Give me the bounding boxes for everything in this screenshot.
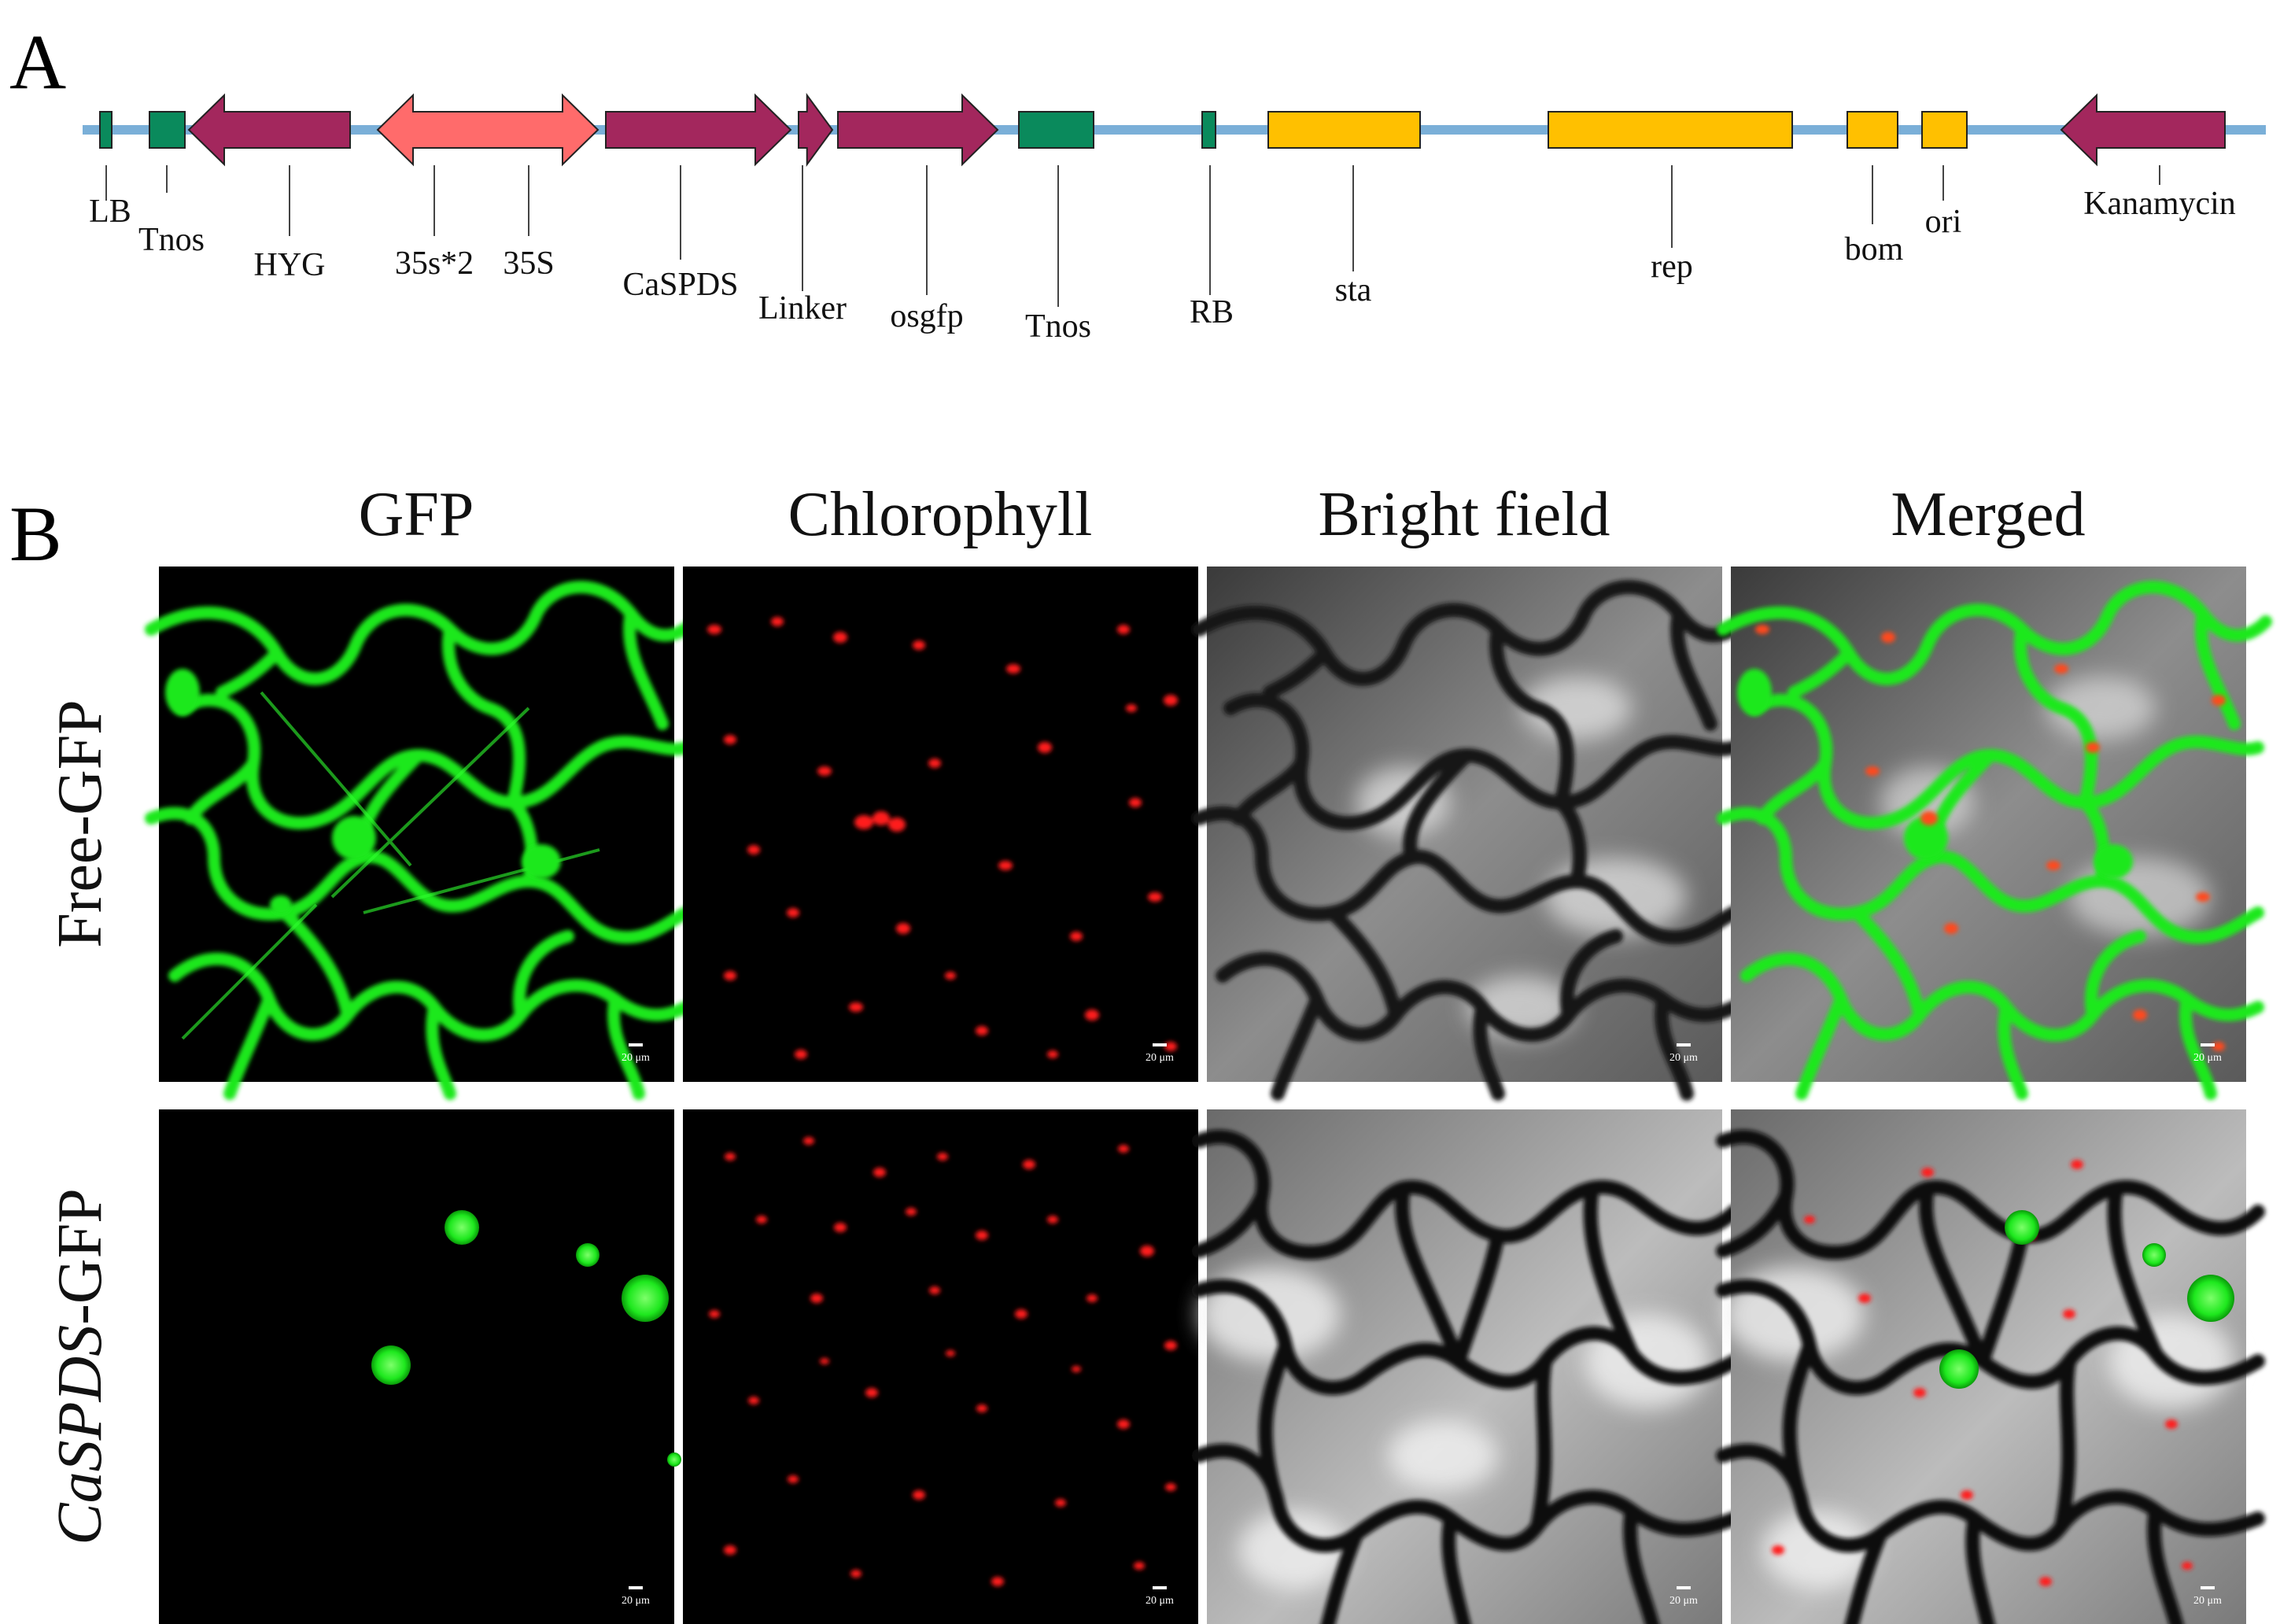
column-header-0: GFP bbox=[359, 480, 474, 549]
label-linker: Linker bbox=[758, 290, 847, 327]
scale-bar-r0-c3: 20 μm bbox=[2193, 1043, 2222, 1064]
svg-text:20 μm: 20 μm bbox=[1669, 1052, 1698, 1064]
scale-bar-r0-c2: 20 μm bbox=[1669, 1043, 1698, 1064]
feature-osgfp bbox=[837, 93, 999, 167]
scale-bar-r1-c2: 20 μm bbox=[1669, 1586, 1698, 1607]
row-label-1: CaSPDS-GFP bbox=[46, 1188, 115, 1545]
scale-bars: 20 μm 20 μm 20 μm 20 μm 20 μm 20 μm 20 μm 20 μm bbox=[622, 1043, 2222, 1607]
column-headers: GFP Chlorophyll Bright field Merged bbox=[359, 480, 2086, 549]
label-hyg: HYG bbox=[254, 247, 326, 283]
label-kan: Kanamycin bbox=[2083, 186, 2236, 222]
panel-b-letter: B bbox=[9, 490, 62, 578]
image-caspds-gfp-chlorophyll bbox=[683, 1109, 1198, 1624]
feature-kan bbox=[2060, 93, 2226, 167]
row-labels: Free-GFP CaSPDS-GFP bbox=[46, 699, 115, 1545]
scale-bar-r1-c3: 20 μm bbox=[2193, 1586, 2222, 1607]
feature-bom bbox=[1847, 111, 1898, 149]
label-bom: bom bbox=[1845, 231, 1904, 268]
label-rep: rep bbox=[1651, 249, 1693, 285]
scale-bar-r0-c1: 20 μm bbox=[1146, 1043, 1174, 1064]
label-sta: sta bbox=[1335, 272, 1372, 308]
feature-tnos2 bbox=[1018, 111, 1094, 149]
image-free-gfp-bright-field bbox=[1199, 567, 1742, 1094]
feature-p35s2 bbox=[376, 93, 600, 167]
feature-tnos1 bbox=[149, 111, 186, 149]
feature-hyg bbox=[187, 93, 351, 167]
label-ori: ori bbox=[1925, 204, 1962, 240]
label-p35s: 35S bbox=[503, 245, 554, 282]
image-free-gfp-gfp bbox=[151, 567, 694, 1094]
svg-text:20 μm: 20 μm bbox=[1146, 1595, 1174, 1607]
label-rb: RB bbox=[1190, 294, 1234, 330]
feature-sta bbox=[1267, 111, 1421, 149]
image-free-gfp-merged bbox=[1723, 567, 2266, 1094]
svg-text:20 μm: 20 μm bbox=[1146, 1052, 1174, 1064]
label-tnos2: Tnos bbox=[1025, 308, 1091, 345]
image-caspds-gfp-merged bbox=[1723, 1109, 2258, 1624]
label-tnos1: Tnos bbox=[138, 222, 205, 258]
row-label-0: Free-GFP bbox=[46, 699, 115, 948]
svg-text:20 μm: 20 μm bbox=[2193, 1595, 2222, 1607]
scale-bar-r1-c0: 20 μm bbox=[622, 1586, 650, 1607]
label-lb: LB bbox=[89, 194, 131, 230]
feature-caspds bbox=[605, 93, 792, 167]
svg-text:20 μm: 20 μm bbox=[2193, 1052, 2222, 1064]
panel-a-letter: A bbox=[9, 18, 66, 105]
column-header-2: Bright field bbox=[1318, 480, 1610, 549]
column-header-3: Merged bbox=[1891, 480, 2085, 549]
label-p35s2: 35s*2 bbox=[395, 245, 474, 282]
image-caspds-gfp-bright-field bbox=[1199, 1109, 1734, 1624]
scale-bar-r1-c1: 20 μm bbox=[1146, 1586, 1174, 1607]
label-osgfp: osgfp bbox=[890, 298, 963, 334]
feature-lb bbox=[99, 111, 113, 149]
feature-linker bbox=[798, 92, 834, 168]
feature-rb bbox=[1201, 111, 1216, 149]
svg-text:20 μm: 20 μm bbox=[1669, 1595, 1698, 1607]
svg-text:20 μm: 20 μm bbox=[622, 1595, 650, 1607]
svg-text:20 μm: 20 μm bbox=[622, 1052, 650, 1064]
image-free-gfp-chlorophyll bbox=[683, 567, 1198, 1082]
image-caspds-gfp-gfp bbox=[159, 1109, 681, 1624]
scale-bar-r0-c0: 20 μm bbox=[622, 1043, 650, 1064]
label-caspds: CaSPDS bbox=[622, 267, 738, 303]
column-header-1: Chlorophyll bbox=[788, 480, 1093, 549]
feature-rep bbox=[1548, 111, 1793, 149]
feature-ori bbox=[1921, 111, 1968, 149]
